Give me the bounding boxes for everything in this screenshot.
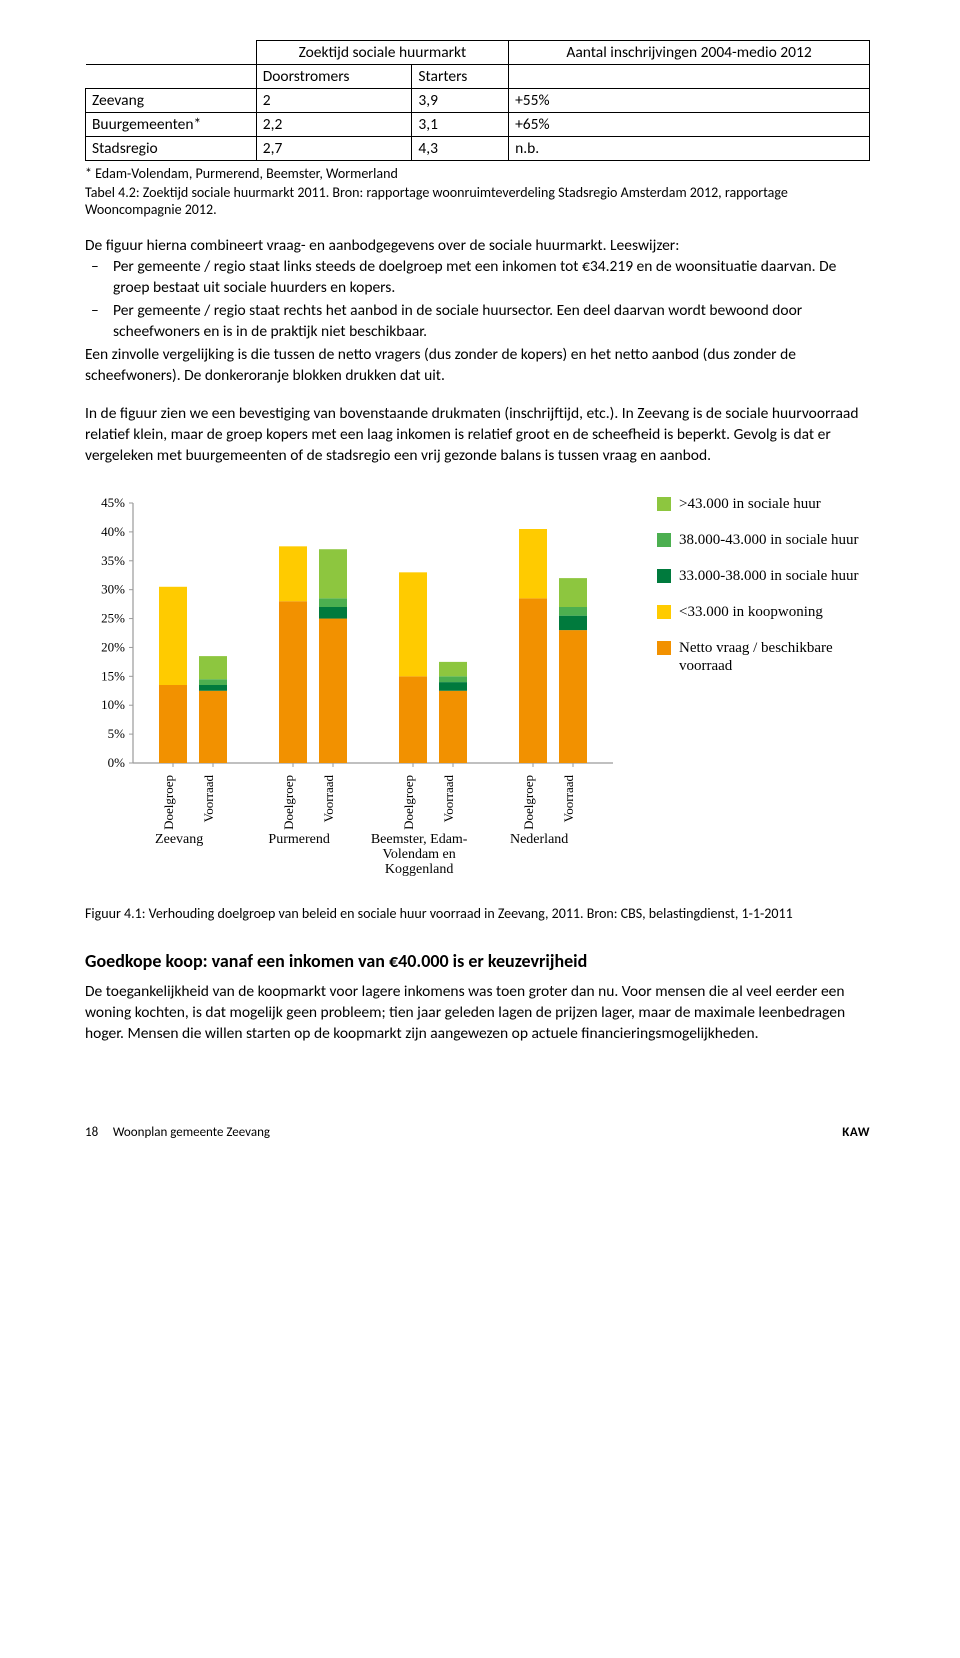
svg-text:Doelgroep: Doelgroep: [161, 775, 176, 830]
footer-title: Woonplan gemeente Zeevang: [113, 1125, 270, 1140]
chart-container: 0% 5% 10% 15% 20% 25% 30% 35% 40% 45% Doelgroep Voo…: [85, 495, 870, 895]
paragraph-3: De toegankelijkheid van de koopmarkt voo…: [85, 982, 870, 1045]
leeswijzer-list: Per gemeente / regio staat links steeds …: [85, 257, 870, 343]
svg-text:Volendam en: Volendam en: [383, 847, 456, 862]
legend-item: Netto vraag / beschikbare voorraad: [657, 639, 869, 675]
svg-text:Nederland: Nederland: [510, 832, 568, 847]
svg-text:0%: 0%: [108, 755, 126, 770]
page-footer: 18 Woonplan gemeente Zeevang KAW: [85, 1125, 870, 1140]
legend-swatch: [657, 497, 671, 511]
table-subheader-doorstromers: Doorstromers: [256, 65, 412, 89]
table-header-zoektijd: Zoektijd sociale huurmarkt: [256, 41, 508, 65]
stacked-bar-chart: 0% 5% 10% 15% 20% 25% 30% 35% 40% 45% Doelgroep Voo…: [85, 495, 645, 895]
table-subheader-starters: Starters: [412, 65, 509, 89]
svg-text:25%: 25%: [101, 611, 125, 626]
table-header-inschrijvingen: Aantal inschrijvingen 2004-medio 2012: [509, 41, 870, 65]
section-heading-goedkope-koop: Goedkope koop: vanaf een inkomen van €40…: [85, 950, 870, 972]
intro-paragraph: De figuur hierna combineert vraag- en aa…: [85, 236, 679, 255]
legend-item: <33.000 in koopwoning: [657, 603, 869, 621]
svg-text:Doelgroep: Doelgroep: [281, 775, 296, 830]
svg-text:Voorraad: Voorraad: [441, 775, 456, 823]
legend-swatch: [657, 533, 671, 547]
svg-text:Beemster, Edam-: Beemster, Edam-: [371, 832, 468, 847]
svg-text:Koggenland: Koggenland: [385, 862, 453, 877]
table-footnote: * Edam-Volendam, Purmerend, Beemster, Wo…: [85, 165, 870, 182]
list-item: Per gemeente / regio staat links steeds …: [85, 257, 870, 299]
table-row: Zeevang23,9+55%: [86, 89, 870, 113]
legend-label: >43.000 in sociale huur: [679, 495, 821, 513]
legend-swatch: [657, 641, 671, 655]
svg-text:Zeevang: Zeevang: [155, 832, 203, 847]
svg-text:15%: 15%: [101, 669, 125, 684]
svg-text:Doelgroep: Doelgroep: [401, 775, 416, 830]
legend-swatch: [657, 569, 671, 583]
legend-item: 38.000-43.000 in sociale huur: [657, 531, 869, 549]
legend-item: 33.000-38.000 in sociale huur: [657, 567, 869, 585]
svg-text:45%: 45%: [101, 495, 125, 510]
svg-text:10%: 10%: [101, 697, 125, 712]
legend-swatch: [657, 605, 671, 619]
table-row: Buurgemeenten*2,23,1+65%: [86, 113, 870, 137]
zoektijd-table: Zoektijd sociale huurmarkt Aantal inschr…: [85, 40, 870, 161]
list-item: Per gemeente / regio staat rechts het aa…: [85, 301, 870, 343]
legend-label: 38.000-43.000 in sociale huur: [679, 531, 859, 549]
paragraph-2: In de figuur zien we een bevestiging van…: [85, 404, 870, 467]
table-caption: Tabel 4.2: Zoektijd sociale huurmarkt 20…: [85, 184, 870, 218]
table-row: Stadsregio2,74,3n.b.: [86, 137, 870, 161]
figure-caption: Figuur 4.1: Verhouding doelgroep van bel…: [85, 905, 870, 922]
svg-text:5%: 5%: [108, 726, 126, 741]
svg-text:Voorraad: Voorraad: [561, 775, 576, 823]
svg-text:30%: 30%: [101, 582, 125, 597]
after-bullets-paragraph: Een zinvolle vergelijking is die tussen …: [85, 345, 796, 385]
legend-label: <33.000 in koopwoning: [679, 603, 823, 621]
svg-text:40%: 40%: [101, 524, 125, 539]
footer-brand: KAW: [842, 1125, 870, 1140]
svg-text:Voorraad: Voorraad: [201, 775, 216, 823]
svg-text:Voorraad: Voorraad: [321, 775, 336, 823]
page-number: 18: [85, 1125, 98, 1140]
legend-item: >43.000 in sociale huur: [657, 495, 869, 513]
chart-legend: >43.000 in sociale huur 38.000-43.000 in …: [657, 495, 869, 693]
svg-text:20%: 20%: [101, 640, 125, 655]
svg-text:Purmerend: Purmerend: [268, 832, 329, 847]
legend-label: 33.000-38.000 in sociale huur: [679, 567, 859, 585]
svg-text:35%: 35%: [101, 553, 125, 568]
svg-text:Doelgroep: Doelgroep: [521, 775, 536, 830]
legend-label: Netto vraag / beschikbare voorraad: [679, 639, 869, 675]
